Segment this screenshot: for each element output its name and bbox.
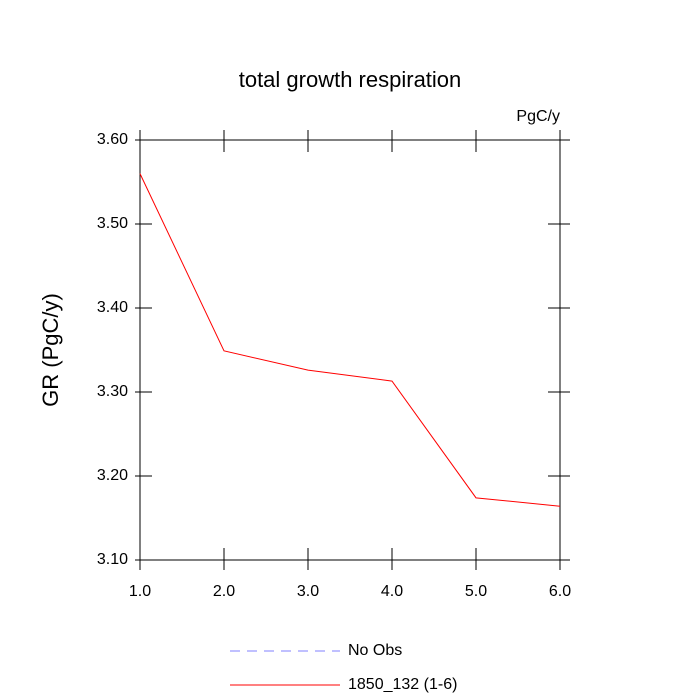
legend-label: No Obs	[348, 642, 402, 659]
x-tick-label: 5.0	[465, 583, 487, 600]
y-tick-label: 3.10	[97, 551, 128, 568]
x-tick-label: 3.0	[297, 583, 319, 600]
y-axis-label: GR (PgC/y)	[38, 293, 63, 407]
units-label: PgC/y	[516, 108, 560, 125]
x-tick-label: 4.0	[381, 583, 403, 600]
y-tick-label: 3.20	[97, 467, 128, 484]
x-tick-label: 6.0	[549, 583, 571, 600]
y-tick-label: 3.50	[97, 215, 128, 232]
legend-label: 1850_132 (1-6)	[348, 676, 457, 693]
y-tick-label: 3.40	[97, 299, 128, 316]
chart-title: total growth respiration	[239, 67, 462, 92]
y-tick-label: 3.30	[97, 383, 128, 400]
x-tick-label: 2.0	[213, 583, 235, 600]
data-line	[139, 173, 561, 507]
x-tick-label: 1.0	[129, 583, 151, 600]
plot-frame	[139, 139, 561, 561]
y-tick-label: 3.60	[97, 131, 128, 148]
